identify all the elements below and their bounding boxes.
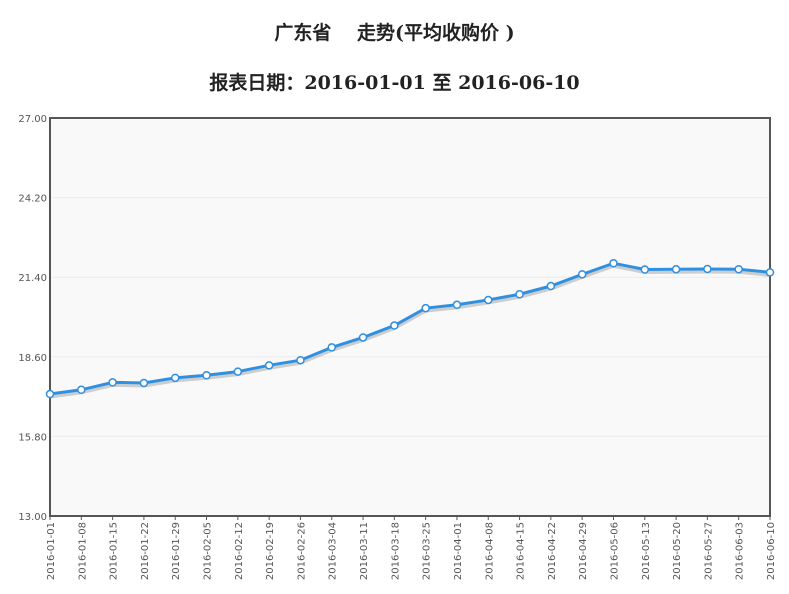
x-tick-label: 2016-03-11 bbox=[359, 522, 370, 580]
data-point bbox=[421, 303, 430, 313]
data-point bbox=[296, 355, 305, 365]
y-tick-label: 15.80 bbox=[18, 432, 47, 443]
data-point bbox=[233, 367, 243, 376]
x-tick-label: 2016-03-18 bbox=[390, 522, 401, 580]
x-tick-label: 2016-02-26 bbox=[296, 522, 307, 580]
data-point bbox=[484, 295, 493, 305]
data-point bbox=[640, 265, 650, 274]
x-tick-label: 2016-04-22 bbox=[547, 522, 558, 580]
data-point bbox=[734, 264, 743, 274]
x-tick-label: 2016-02-19 bbox=[265, 522, 276, 580]
x-tick-label: 2016-05-27 bbox=[703, 522, 714, 580]
data-point bbox=[765, 268, 775, 277]
x-tick-label: 2016-01-01 bbox=[46, 522, 57, 580]
data-point bbox=[45, 389, 55, 399]
data-point bbox=[703, 264, 712, 274]
x-tick-label: 2016-06-03 bbox=[735, 522, 746, 580]
y-tick-label: 21.40 bbox=[18, 273, 47, 284]
chart-title: 广东省 走势(平均收购价 ) bbox=[274, 22, 515, 44]
data-point bbox=[170, 373, 180, 383]
y-tick-label: 13.00 bbox=[18, 512, 47, 523]
x-tick-label: 2016-05-13 bbox=[641, 522, 652, 580]
data-point bbox=[515, 290, 524, 299]
x-tick-label: 2016-03-04 bbox=[328, 522, 339, 580]
x-tick-label: 2016-04-15 bbox=[516, 522, 527, 580]
series-line bbox=[49, 261, 771, 396]
x-tick-label: 2016-01-22 bbox=[140, 522, 151, 580]
data-point bbox=[671, 264, 681, 274]
x-tick-label: 2016-05-20 bbox=[672, 522, 683, 580]
x-tick-label: 2016-02-05 bbox=[203, 522, 214, 580]
x-tick-label: 2016-04-08 bbox=[484, 522, 495, 580]
x-tick-label: 2016-02-12 bbox=[234, 522, 245, 580]
x-tick-label: 2016-01-29 bbox=[171, 522, 182, 580]
x-tick-label: 2016-04-29 bbox=[578, 522, 589, 580]
data-point bbox=[577, 270, 587, 279]
data-point bbox=[546, 281, 556, 291]
x-tick-label: 2016-04-01 bbox=[453, 522, 464, 580]
data-point bbox=[452, 300, 462, 310]
plot-border bbox=[49, 117, 771, 517]
x-tick-label: 2016-03-25 bbox=[422, 522, 433, 580]
y-tick-label: 18.60 bbox=[18, 353, 47, 364]
x-tick-label: 2016-01-08 bbox=[77, 522, 88, 580]
data-point bbox=[609, 259, 618, 268]
x-tick-label: 2016-01-15 bbox=[109, 522, 120, 580]
chart-subtitle: 报表日期：2016-01-01 至 2016-06-10 bbox=[209, 72, 580, 94]
x-tick-label: 2016-06-10 bbox=[766, 522, 777, 580]
data-point bbox=[139, 378, 149, 388]
data-point bbox=[327, 343, 336, 352]
data-point bbox=[77, 385, 86, 395]
series-shadow bbox=[49, 264, 771, 399]
x-tick-label: 2016-05-06 bbox=[609, 522, 620, 580]
data-point bbox=[202, 371, 211, 380]
data-point bbox=[264, 361, 274, 370]
y-tick-label: 27.00 bbox=[18, 114, 47, 125]
data-point bbox=[358, 333, 368, 342]
data-point bbox=[108, 378, 117, 387]
data-point bbox=[390, 321, 399, 330]
y-tick-label: 24.20 bbox=[18, 194, 47, 205]
